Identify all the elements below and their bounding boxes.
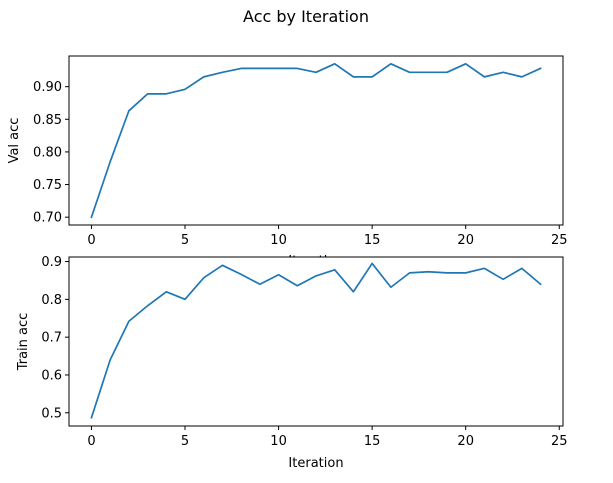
y-tick-label: 0.7 <box>41 331 62 346</box>
y-tick-label: 0.8 <box>41 293 62 308</box>
axes-frame <box>68 55 564 226</box>
series-line <box>90 262 542 419</box>
y-tick-label: 0.9 <box>41 255 62 270</box>
x-tick-label: 5 <box>181 434 189 449</box>
x-tick-label: 10 <box>270 233 287 248</box>
x-tick-label: 15 <box>364 434 381 449</box>
x-tick-label: 10 <box>270 434 287 449</box>
y-axis-label: Val acc <box>7 118 22 164</box>
val-acc-subplot: 05101520250.700.750.800.850.90IterationV… <box>7 55 568 269</box>
figure-title: Acc by Iteration <box>243 7 369 26</box>
train-acc-subplot: 0 5 10 15 20 25 0.5 0.6 0.7 0.8 0.9 Iteration Train … <box>16 255 568 471</box>
axes-frame <box>68 256 564 427</box>
x-tick-label: 15 <box>364 233 381 248</box>
x-tick-label: 20 <box>457 434 474 449</box>
y-tick-label: 0.90 <box>33 80 62 95</box>
x-tick-label: 20 <box>457 233 474 248</box>
x-tick-label: 25 <box>551 434 568 449</box>
y-tick-label: 0.5 <box>41 406 62 421</box>
x-tick-label: 0 <box>87 434 95 449</box>
y-axis-label: Train acc <box>16 313 31 372</box>
y-tick-label: 0.75 <box>33 178 62 193</box>
y-tick-label: 0.70 <box>33 211 62 226</box>
y-tick-label: 0.85 <box>33 113 62 128</box>
axes-background <box>69 257 563 426</box>
x-tick-label: 25 <box>551 233 568 248</box>
y-tick-label: 0.80 <box>33 145 62 160</box>
x-tick-label: 5 <box>181 233 189 248</box>
series-line <box>90 62 542 219</box>
y-tick-label: 0.6 <box>41 368 62 383</box>
x-tick-label: 0 <box>87 233 95 248</box>
x-axis-label: Iteration <box>288 456 343 471</box>
